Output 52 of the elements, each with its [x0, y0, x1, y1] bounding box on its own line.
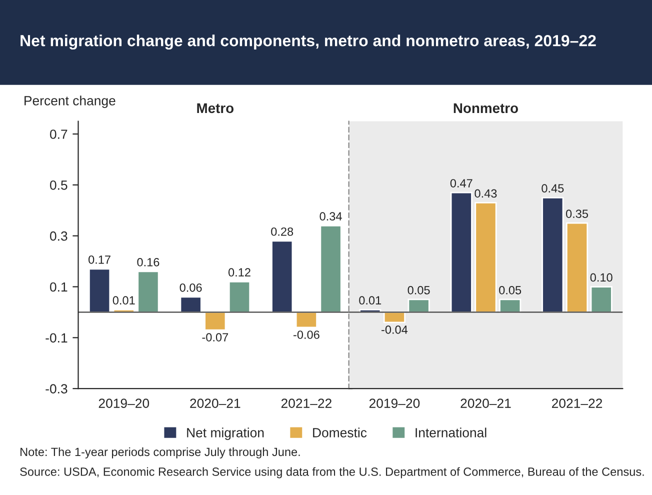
bar — [88, 268, 111, 313]
text: Note: The 1-year periods comprise July through June. — [20, 447, 300, 458]
legend-label: Domestic — [313, 428, 367, 438]
bar — [180, 296, 202, 313]
data-label: 0.01 — [112, 296, 135, 305]
data-label: 0.28 — [271, 227, 294, 236]
bar — [450, 192, 472, 313]
bar — [590, 286, 612, 313]
data-label: -0.04 — [382, 325, 408, 334]
data-label: -0.06 — [294, 330, 320, 339]
data-label: 0.17 — [88, 255, 110, 264]
legend-label: International — [416, 428, 486, 438]
chart-subtitle: Nonmetro — [454, 103, 518, 114]
chart-title: Net migration change and components, metro and nonmetro areas, 2019–22 — [20, 34, 596, 50]
y-tick-label: 0.3 — [50, 231, 68, 241]
data-label: 0.43 — [474, 189, 497, 198]
data-label: 0.06 — [180, 283, 202, 292]
bar — [474, 202, 497, 313]
bar — [228, 280, 251, 313]
x-tick-label: 2019–20 — [98, 398, 150, 408]
data-label: 0.05 — [499, 286, 522, 294]
bar — [295, 312, 318, 328]
data-label: -0.07 — [202, 333, 228, 342]
bar — [566, 222, 588, 313]
bar — [542, 196, 564, 313]
y-tick-label: 0.5 — [50, 180, 68, 190]
y-tick-label: 0.1 — [50, 282, 68, 292]
y-axis-title: Percent change — [24, 96, 116, 108]
chart-subtitle: Metro — [197, 103, 234, 114]
data-label: 0.34 — [320, 212, 342, 221]
x-tick-label: 2020–21 — [190, 398, 240, 408]
data-label: 0.35 — [566, 210, 588, 218]
data-label: 0.05 — [408, 286, 430, 294]
bar — [320, 224, 342, 313]
bar — [271, 240, 294, 313]
x-tick-label: 2019–20 — [369, 398, 420, 408]
legend-label: Net migration — [187, 428, 264, 440]
data-label: 0.47 — [450, 179, 472, 188]
data-label: 0.01 — [359, 296, 382, 305]
data-label: 0.45 — [542, 184, 564, 193]
data-label: 0.12 — [228, 268, 250, 277]
y-tick-label: -0.1 — [46, 333, 68, 343]
y-tick-label: 0.7 — [50, 130, 68, 139]
source-note: Source: USDA, Economic Research Service using data from the U.S. Department of Commerce, Bureau of the Census. — [20, 467, 644, 478]
bar — [204, 312, 226, 331]
bar — [137, 270, 160, 313]
x-tick-label: 2020–21 — [460, 398, 511, 408]
data-label: 0.10 — [590, 273, 612, 282]
data-label: 0.16 — [137, 258, 160, 266]
x-tick-label: 2021–22 — [552, 398, 602, 408]
y-tick-label: -0.3 — [46, 384, 68, 394]
x-tick-label: 2021–22 — [281, 398, 332, 408]
